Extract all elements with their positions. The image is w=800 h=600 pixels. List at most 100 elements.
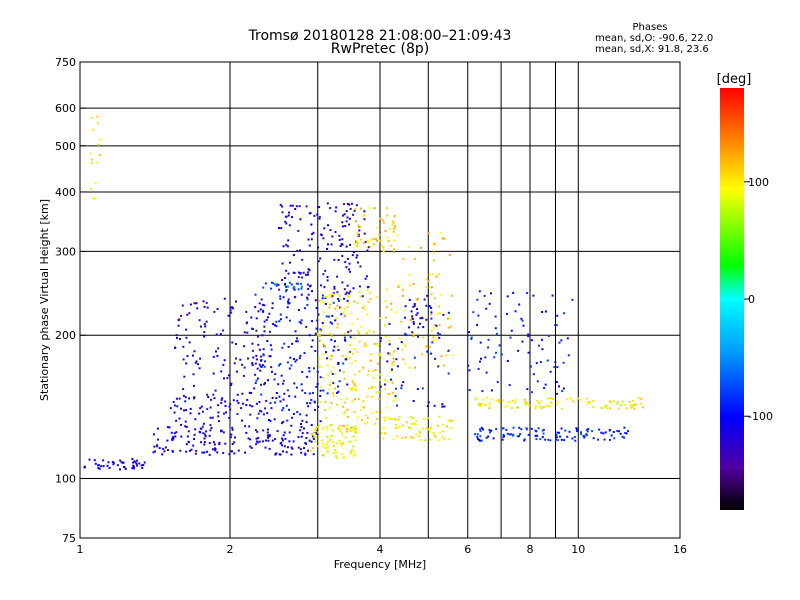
data-point — [502, 433, 505, 436]
data-point — [222, 431, 225, 434]
data-point — [545, 310, 548, 313]
data-point — [438, 415, 441, 418]
data-point — [187, 430, 190, 433]
data-point — [575, 430, 578, 433]
data-point — [184, 396, 187, 399]
data-point — [167, 449, 169, 452]
data-point — [173, 411, 176, 414]
data-point — [409, 415, 412, 418]
data-point — [281, 262, 284, 265]
data-point — [561, 390, 564, 393]
data-point — [243, 331, 246, 334]
data-point — [256, 367, 259, 370]
data-point — [262, 348, 265, 351]
data-point — [303, 307, 306, 310]
data-point — [535, 438, 538, 441]
data-point — [336, 326, 339, 329]
data-point — [331, 434, 334, 437]
data-point — [633, 407, 636, 410]
data-point — [366, 289, 369, 292]
data-point — [341, 238, 344, 241]
data-point — [296, 249, 299, 252]
data-point — [334, 449, 337, 452]
data-point — [433, 327, 436, 330]
data-point — [205, 320, 208, 323]
data-point — [301, 276, 304, 279]
data-point — [358, 229, 361, 232]
data-point — [402, 358, 405, 361]
x-tick-label: 4 — [377, 543, 384, 556]
data-point — [271, 397, 274, 399]
data-point — [488, 429, 491, 431]
data-point — [348, 203, 351, 206]
data-point — [349, 440, 352, 443]
data-point — [317, 406, 320, 408]
data-point — [229, 408, 232, 411]
data-point — [329, 293, 332, 296]
data-point — [209, 406, 212, 409]
data-point — [346, 355, 349, 358]
data-point — [287, 272, 290, 275]
data-point — [470, 336, 473, 339]
data-point — [348, 292, 350, 295]
data-point — [427, 280, 430, 283]
data-point — [250, 392, 253, 394]
data-point — [275, 325, 278, 328]
data-point — [297, 309, 300, 311]
data-point — [641, 406, 644, 409]
data-point — [372, 237, 375, 240]
chart-title: Tromsø 20180128 21:08:00–21:09:43 — [248, 28, 512, 44]
data-point — [362, 306, 364, 309]
data-point — [352, 454, 355, 457]
data-point — [323, 286, 326, 289]
data-point — [241, 363, 244, 366]
data-point — [358, 340, 361, 343]
data-point — [562, 387, 565, 390]
data-point — [189, 412, 192, 415]
data-point — [354, 454, 357, 457]
data-point — [321, 294, 324, 297]
data-point — [538, 402, 541, 405]
data-point — [300, 285, 303, 288]
data-point — [541, 429, 544, 432]
data-point — [318, 318, 320, 321]
data-point — [112, 461, 115, 464]
data-point — [438, 305, 440, 308]
data-point — [194, 418, 197, 421]
data-point — [330, 243, 333, 246]
data-point — [475, 398, 477, 401]
data-point — [583, 436, 586, 439]
data-point — [416, 312, 419, 315]
data-point — [602, 432, 605, 435]
data-point — [337, 300, 340, 302]
data-point — [185, 450, 188, 453]
data-point — [133, 465, 135, 468]
data-point — [507, 402, 510, 405]
data-point — [295, 358, 298, 361]
data-point — [329, 438, 332, 441]
data-point — [392, 351, 395, 354]
data-point — [339, 298, 342, 301]
data-point — [621, 435, 624, 438]
data-point — [210, 427, 213, 429]
data-point — [344, 308, 346, 311]
data-point — [330, 355, 333, 357]
data-point — [288, 224, 291, 227]
data-point — [298, 205, 301, 208]
data-point — [506, 404, 509, 407]
data-point — [336, 391, 339, 394]
data-point — [297, 446, 300, 449]
data-point — [327, 446, 330, 449]
data-point — [547, 404, 550, 407]
data-point — [490, 389, 493, 392]
data-point — [487, 346, 490, 349]
data-point — [613, 437, 616, 440]
data-point — [369, 359, 372, 362]
data-point — [366, 417, 369, 419]
data-point — [317, 246, 320, 249]
data-point — [334, 307, 337, 310]
data-point — [384, 419, 387, 422]
data-point — [235, 300, 237, 303]
data-point — [308, 370, 311, 373]
